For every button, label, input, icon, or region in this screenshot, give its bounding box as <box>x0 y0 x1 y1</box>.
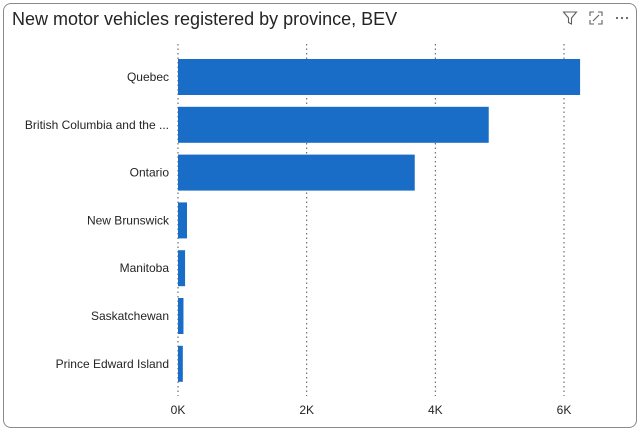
bar[interactable] <box>178 106 489 143</box>
chart-title: New motor vehicles registered by provinc… <box>12 9 398 29</box>
focus-mode-icon[interactable] <box>588 10 604 26</box>
x-tick-label: 0K <box>171 403 186 417</box>
bar[interactable] <box>178 250 186 287</box>
category-label: Manitoba <box>120 261 170 275</box>
category-label: Saskatchewan <box>91 309 169 323</box>
bar[interactable] <box>178 202 188 239</box>
category-label: British Columbia and the ... <box>25 118 169 132</box>
bar[interactable] <box>178 154 415 191</box>
bar[interactable] <box>178 298 184 334</box>
x-tick-label: 2K <box>299 403 314 417</box>
x-tick-label: 6K <box>557 403 572 417</box>
category-label: Prince Edward Island <box>56 357 169 371</box>
category-label: Quebec <box>127 70 169 84</box>
more-options-icon[interactable] <box>614 10 630 26</box>
bar[interactable] <box>178 345 183 382</box>
category-label: Ontario <box>130 166 170 180</box>
filter-icon[interactable] <box>562 10 578 26</box>
bar[interactable] <box>178 59 581 95</box>
category-label: New Brunswick <box>87 213 170 227</box>
visual-header-icons <box>562 10 630 26</box>
x-tick-label: 4K <box>428 403 443 417</box>
